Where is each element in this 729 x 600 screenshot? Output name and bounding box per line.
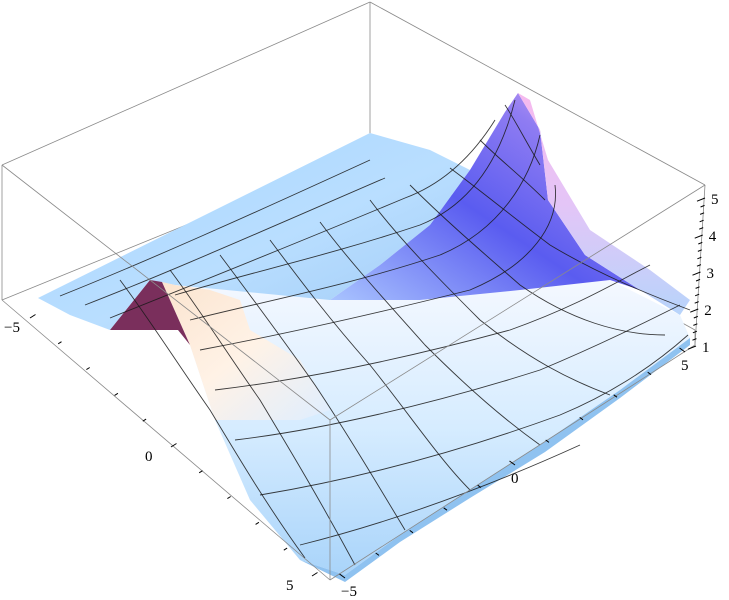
z-tick-mark [690, 308, 699, 313]
y-tick-mark [647, 371, 652, 376]
y-tick-mark [579, 416, 584, 421]
y-tick-mark [443, 507, 448, 511]
z-tick-mark [695, 286, 700, 289]
y-tick-mark [613, 394, 618, 398]
z-tick-mark [699, 212, 705, 215]
x-tick-label: 0 [145, 449, 153, 465]
surface-dark-face [110, 280, 190, 345]
z-tick-mark [698, 241, 703, 245]
x-tick-mark [29, 314, 36, 319]
z-tick-label: 5 [711, 192, 719, 208]
surface-ridge [330, 93, 640, 300]
axis-y-ticks: −5 0 5 [339, 347, 689, 600]
y-tick-mark [545, 439, 550, 443]
mesh-lines [59, 99, 691, 566]
z-tick-mark [692, 330, 698, 334]
x-tick-mark [255, 521, 260, 525]
y-tick-label: −5 [341, 584, 357, 600]
surface [38, 93, 690, 582]
z-tick-mark [694, 293, 700, 297]
x-tick-label: −5 [4, 320, 20, 336]
y-tick-label: 5 [681, 358, 689, 374]
x-tick-mark [198, 470, 203, 474]
z-tick-label: 2 [704, 303, 712, 319]
z-tick-mark [694, 234, 703, 239]
z-tick-mark [697, 249, 703, 252]
z-tick-mark [700, 204, 705, 208]
z-tick-mark [694, 301, 699, 304]
y-tick-mark [509, 460, 516, 466]
x-tick-mark [114, 392, 119, 396]
z-tick-mark [695, 278, 701, 282]
z-tick-mark [687, 345, 697, 350]
surface-front-floor [175, 280, 690, 575]
z-tick-mark [697, 256, 702, 260]
x-tick-mark [283, 547, 288, 551]
x-tick-mark [311, 572, 318, 577]
axis-x-ticks: −5 0 5 [4, 314, 318, 594]
surface-right-flank [518, 93, 690, 315]
z-tick-mark [696, 197, 706, 202]
z-tick-mark [693, 315, 698, 319]
y-tick-mark [477, 484, 482, 489]
z-tick-label: 4 [709, 229, 717, 245]
z-tick-mark [692, 271, 701, 276]
z-tick-mark [699, 227, 704, 230]
z-tick-mark [693, 323, 698, 326]
x-tick-mark [86, 367, 90, 371]
z-tick-mark [692, 338, 697, 341]
x-tick-label: 5 [286, 578, 294, 594]
y-tick-mark [679, 347, 686, 353]
x-tick-mark [170, 443, 177, 448]
x-tick-mark [227, 496, 231, 500]
x-tick-mark [57, 341, 62, 345]
x-tick-mark [142, 418, 147, 422]
y-tick-mark [375, 552, 380, 556]
y-tick-mark [339, 573, 346, 579]
y-tick-label: 0 [511, 471, 519, 487]
z-tick-label: 3 [707, 266, 715, 282]
z-tick-mark [696, 264, 702, 267]
y-tick-mark [409, 529, 414, 534]
z-tick-label: 1 [702, 340, 710, 356]
z-tick-mark [699, 219, 704, 223]
box-front-edges [1, 164, 706, 581]
axis-z-ticks: 1 2 3 4 5 [687, 192, 719, 356]
